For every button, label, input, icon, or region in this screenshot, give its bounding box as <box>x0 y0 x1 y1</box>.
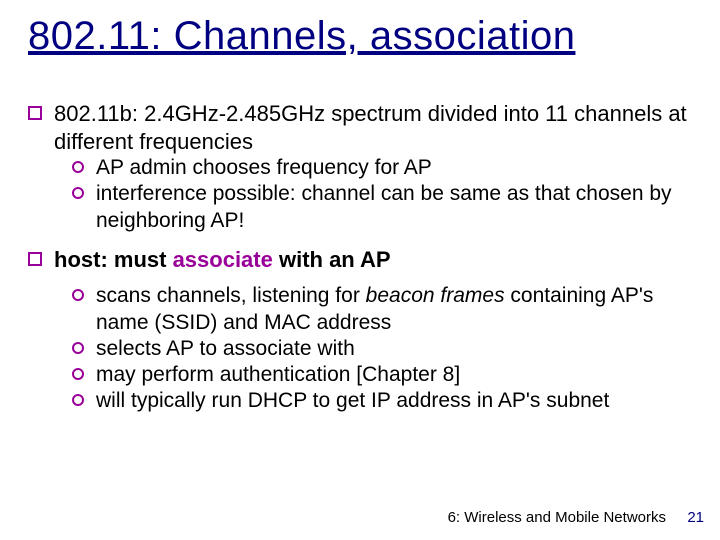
subbullet-dhcp: will typically run DHCP to get IP addres… <box>72 388 692 414</box>
subbullet-selects: selects AP to associate with <box>72 336 692 362</box>
circle-bullet-icon <box>72 289 84 301</box>
bullet-spectrum: 802.11b: 2.4GHz-2.485GHz spectrum divide… <box>28 100 692 234</box>
slide: 802.11: Channels, association 802.11b: 2… <box>0 0 720 540</box>
bullet-text-pre: host: must <box>54 247 173 272</box>
circle-bullet-icon <box>72 394 84 406</box>
subbullet-scans: scans channels, listening for beacon fra… <box>72 283 692 336</box>
slide-title: 802.11: Channels, association <box>28 14 575 59</box>
bullet-text-em: associate <box>173 247 273 272</box>
subbullet-text: AP admin chooses frequency for AP <box>96 156 432 179</box>
bullet-host-associate: host: must associate with an AP <box>28 246 692 274</box>
subbullet-auth: may perform authentication [Chapter 8] <box>72 362 692 388</box>
footer-text: 6: Wireless and Mobile Networks <box>448 509 666 526</box>
slide-body: 802.11b: 2.4GHz-2.485GHz spectrum divide… <box>28 100 692 415</box>
subbullet-text-pre: scans channels, listening for <box>96 284 366 307</box>
circle-bullet-icon <box>72 368 84 380</box>
subbullet-ap-admin: AP admin chooses frequency for AP <box>72 155 692 181</box>
square-bullet-icon <box>28 252 42 266</box>
subbullet-interference: interference possible: channel can be sa… <box>72 181 692 234</box>
square-bullet-icon <box>28 106 42 120</box>
subbullet-text: selects AP to associate with <box>96 337 355 360</box>
page-number: 21 <box>687 509 704 526</box>
subbullet-text: interference possible: channel can be sa… <box>96 182 672 231</box>
circle-bullet-icon <box>72 187 84 199</box>
subbullet-text-em: beacon frames <box>366 284 505 307</box>
bullet-text: 802.11b: 2.4GHz-2.485GHz spectrum divide… <box>54 101 687 154</box>
circle-bullet-icon <box>72 161 84 173</box>
subbullet-text: may perform authentication [Chapter 8] <box>96 363 460 386</box>
bullet-text-post: with an AP <box>273 247 391 272</box>
subbullet-text: will typically run DHCP to get IP addres… <box>96 389 609 412</box>
circle-bullet-icon <box>72 342 84 354</box>
